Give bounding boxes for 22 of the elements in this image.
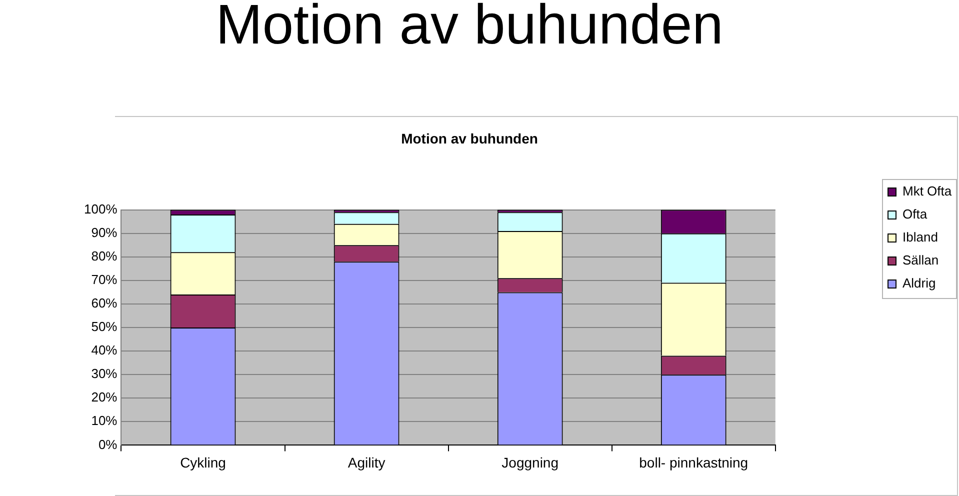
legend-label: Ofta [902, 206, 928, 222]
legend-label: Ibland [902, 230, 938, 245]
y-tick-label: 60% [91, 296, 118, 311]
y-tick-label: 100% [84, 201, 118, 216]
y-tick-label: 40% [91, 342, 118, 358]
y-tick-label: 20% [91, 390, 118, 405]
chart-title: Motion av buhunden [216, 0, 724, 56]
x-tick-label: boll- pinnkastning [639, 454, 748, 470]
y-tick-label: 90% [91, 224, 118, 240]
chart-subtitle: Motion av buhunden [401, 130, 538, 146]
legend-label: Aldrig [902, 276, 936, 291]
x-tick-label: Cykling [180, 454, 226, 470]
y-tick-label: 0% [98, 436, 118, 452]
y-tick-label: 80% [91, 248, 118, 264]
x-tick-label: Joggning [502, 454, 558, 470]
y-tick-label: 70% [91, 272, 118, 287]
y-tick-label: 30% [91, 366, 118, 382]
y-tick-label: 10% [91, 413, 118, 428]
x-tick-label: Agility [348, 454, 386, 470]
legend-label: Sällan [902, 252, 939, 268]
y-tick-label: 50% [91, 319, 118, 334]
legend-label: Mkt Ofta [902, 184, 952, 199]
